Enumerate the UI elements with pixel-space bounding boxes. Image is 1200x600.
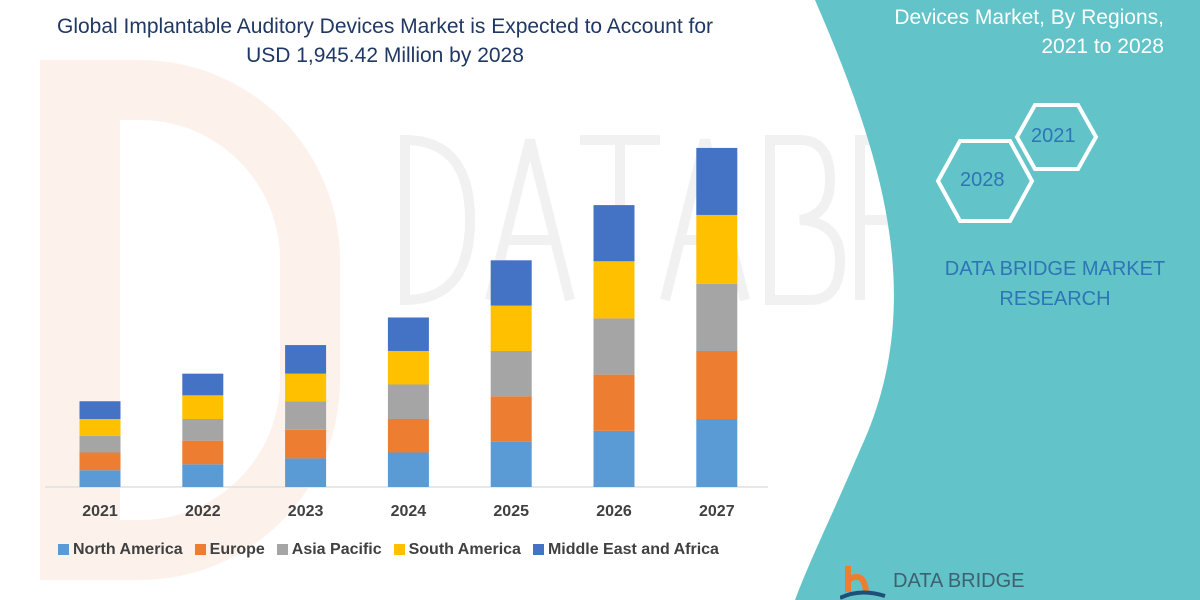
bar-segment-europe-2021 [79,452,121,471]
legend-swatch [194,544,206,556]
x-tick-label: 2021 [82,503,118,520]
hex-label-2021: 2021 [1031,125,1076,147]
x-tick-label: 2025 [493,503,529,520]
bar-segment-middle-east-and-africa-2024 [387,317,429,351]
bar-segment-middle-east-and-africa-2023 [285,345,327,374]
company-line: DATA BRIDGE MARKET [944,258,1166,280]
bar-segment-north-america-2024 [387,452,429,487]
bar-segment-south-america-2023 [285,373,327,402]
bar-segment-south-america-2024 [387,350,429,385]
side-title-line: Devices Market, By Regions, [894,6,1164,29]
bar-segment-south-america-2026 [593,261,635,319]
legend-swatch [276,544,288,556]
legend-label: Middle East and Africa [547,541,719,558]
hex-2021 [1014,103,1099,171]
legend: North America Europe Asia Pacific South Ame… [58,541,719,559]
hex-2028 [935,139,1035,223]
legend-item: South America [393,541,521,559]
bar-segment-north-america-2027 [696,418,738,487]
legend-label: Asia Pacific [291,541,382,558]
bar-segment-europe-2022 [182,440,224,465]
legend-item: North America [58,541,183,559]
bar-segment-asia-pacific-2027 [696,283,738,351]
x-tick-label: 2027 [699,503,735,520]
bar-segment-north-america-2026 [593,430,635,487]
x-tick-label: 2026 [596,503,632,520]
bar-segment-europe-2024 [387,418,429,453]
bar-segment-south-america-2021 [79,418,121,436]
x-tick-label: 2022 [185,503,221,520]
bar-segment-asia-pacific-2021 [79,435,121,453]
legend-swatch [393,544,405,556]
stacked-bar-chart [45,147,768,488]
bar-segment-europe-2025 [490,396,532,442]
bar-segment-asia-pacific-2022 [182,418,224,441]
bar-segment-europe-2026 [593,374,635,431]
bar-segment-asia-pacific-2025 [490,350,532,397]
hex-label-2028: 2028 [960,169,1005,191]
bar-segment-europe-2027 [696,350,738,419]
bar-segment-south-america-2027 [696,214,738,284]
x-tick-label: 2023 [287,503,324,520]
side-title: Devices Market, By Regions, 2021 to 2028 [894,3,1164,61]
legend-swatch [532,544,544,556]
legend-item: Asia Pacific [276,541,382,559]
side-title-line: 2021 to 2028 [1041,35,1164,58]
bar-segment-south-america-2025 [490,305,532,351]
bar-segment-asia-pacific-2024 [387,384,429,419]
x-tick-label: 2024 [390,503,427,520]
legend-label: South America [408,541,521,558]
bar-segment-south-america-2022 [182,395,224,419]
bar-segment-asia-pacific-2023 [285,401,327,430]
legend-swatch [58,544,69,556]
bar-segment-europe-2023 [285,429,327,459]
legend-item: Middle East and Africa [532,541,719,559]
legend-label: Europe [209,541,265,558]
bar-segment-middle-east-and-africa-2027 [696,147,738,215]
bar-segment-middle-east-and-africa-2025 [490,260,532,306]
bar-segment-north-america-2021 [79,470,121,487]
chart-title: Global Implantable Auditory Devices Mark… [57,15,713,67]
bar-segment-middle-east-and-africa-2022 [182,373,224,396]
company-line: RESEARCH [999,288,1111,310]
legend-label: North America [73,541,183,558]
bar-segment-north-america-2022 [182,464,224,487]
logo-text: DATA BRIDGE [893,570,1025,592]
bar-segment-north-america-2025 [490,441,532,487]
company-name: DATA BRIDGE MARKET RESEARCH [920,254,1190,314]
bar-segment-asia-pacific-2026 [593,318,635,375]
data-bridge-logo-icon [840,566,886,600]
legend-item: Europe [194,541,265,559]
bar-segment-middle-east-and-africa-2021 [79,401,121,419]
bar-segment-middle-east-and-africa-2026 [593,205,635,262]
bar-segment-north-america-2023 [285,458,327,487]
